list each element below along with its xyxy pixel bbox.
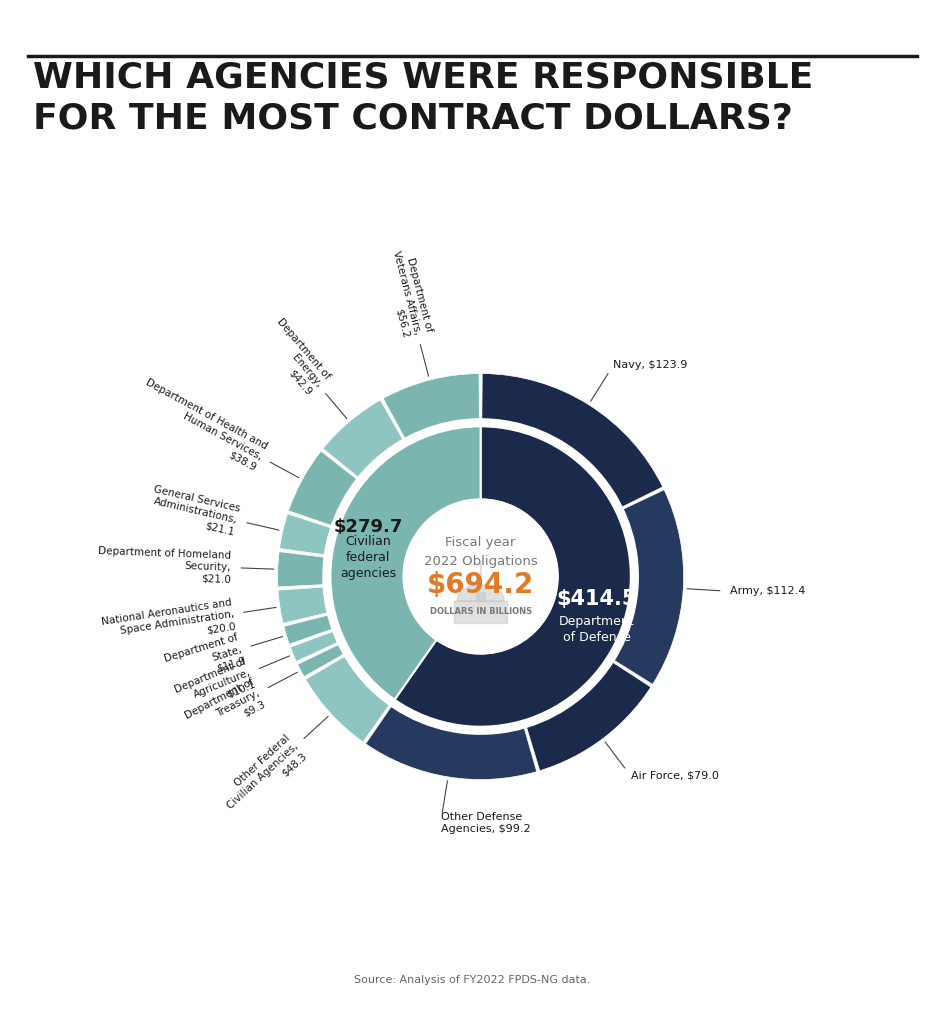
Wedge shape xyxy=(613,490,683,684)
Text: $279.7: $279.7 xyxy=(333,518,402,536)
Bar xyxy=(454,601,507,623)
Text: Navy, $123.9: Navy, $123.9 xyxy=(613,360,687,370)
Text: Department of
Energy,
$42.9: Department of Energy, $42.9 xyxy=(257,317,332,397)
Polygon shape xyxy=(457,585,504,601)
Wedge shape xyxy=(305,656,390,742)
Text: Civilian
federal
agencies: Civilian federal agencies xyxy=(340,535,396,580)
Text: $414.5: $414.5 xyxy=(556,589,636,609)
Text: Air Force, $79.0: Air Force, $79.0 xyxy=(631,771,718,781)
Wedge shape xyxy=(481,374,662,508)
Text: Department of
Veterans Affairs,
$56.2: Department of Veterans Affairs, $56.2 xyxy=(379,247,434,339)
Wedge shape xyxy=(323,400,403,478)
Wedge shape xyxy=(395,426,631,727)
Wedge shape xyxy=(526,662,650,770)
Text: Department of Homeland
Security,
$21.0: Department of Homeland Security, $21.0 xyxy=(97,546,231,585)
Text: General Services
Administrations,
$21.1: General Services Administrations, $21.1 xyxy=(147,484,241,537)
Text: WHICH AGENCIES WERE RESPONSIBLE: WHICH AGENCIES WERE RESPONSIBLE xyxy=(33,61,813,94)
Text: Fiscal year: Fiscal year xyxy=(445,536,515,548)
Wedge shape xyxy=(288,451,358,526)
Wedge shape xyxy=(382,374,479,439)
Text: Department of
Treasury,
$9.3: Department of Treasury, $9.3 xyxy=(183,677,267,743)
Text: Department
of Defense: Department of Defense xyxy=(559,615,634,644)
Text: National Aeronautics and
Space Administration,
$20.0: National Aeronautics and Space Administr… xyxy=(101,597,236,651)
Wedge shape xyxy=(330,426,480,699)
Wedge shape xyxy=(365,705,536,780)
Wedge shape xyxy=(297,645,345,677)
Text: $694.2: $694.2 xyxy=(427,571,533,600)
Wedge shape xyxy=(283,615,333,645)
Text: Department of Health and
Human Services,
$38.9: Department of Health and Human Services,… xyxy=(133,377,269,472)
Text: Other Federal
Civilian Agencies,
$48.3: Other Federal Civilian Agencies, $48.3 xyxy=(217,733,308,820)
Text: FOR THE MOST CONTRACT DOLLARS?: FOR THE MOST CONTRACT DOLLARS? xyxy=(33,102,792,135)
Text: Other Defense
Agencies, $99.2: Other Defense Agencies, $99.2 xyxy=(440,812,530,834)
Text: Department of
State,
$11.9: Department of State, $11.9 xyxy=(163,632,246,687)
Wedge shape xyxy=(279,514,331,555)
Text: Department of
Agriculture,
$10.1: Department of Agriculture, $10.1 xyxy=(173,657,256,718)
Wedge shape xyxy=(278,587,329,623)
Text: Source: Analysis of FY2022 FPDS-NG data.: Source: Analysis of FY2022 FPDS-NG data. xyxy=(354,974,590,985)
Text: DOLLARS IN BILLIONS: DOLLARS IN BILLIONS xyxy=(430,607,531,615)
Bar xyxy=(475,592,485,601)
Circle shape xyxy=(403,499,557,654)
Wedge shape xyxy=(278,551,325,587)
Wedge shape xyxy=(290,631,338,662)
Text: 2022 Obligations: 2022 Obligations xyxy=(423,554,537,567)
Text: Army, $112.4: Army, $112.4 xyxy=(729,587,804,597)
